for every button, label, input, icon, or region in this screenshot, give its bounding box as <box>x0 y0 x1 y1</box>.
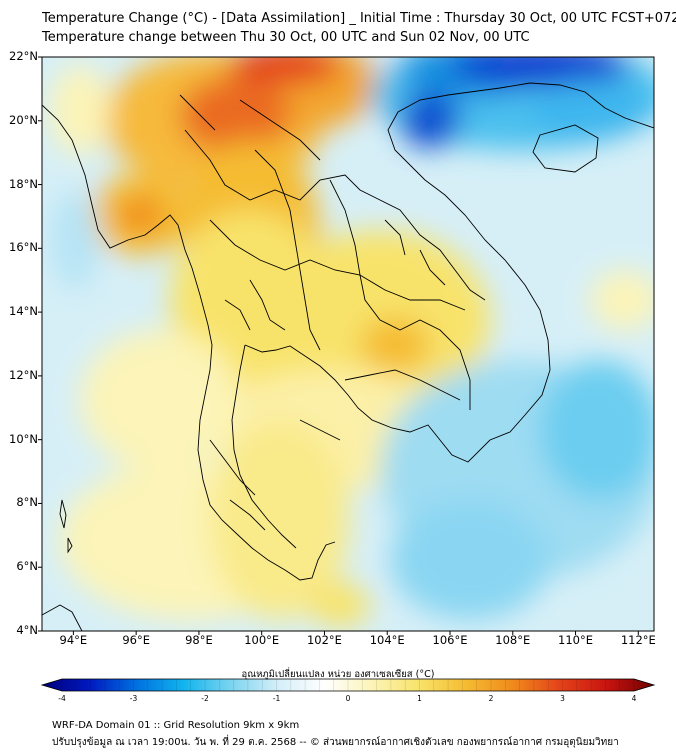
map-frame <box>41 56 655 632</box>
colorbar <box>40 678 656 692</box>
chart-title: Temperature Change (°C) - [Data Assimila… <box>42 11 676 26</box>
lat-label: 22°N <box>9 49 38 63</box>
lat-label: 6°N <box>16 559 38 574</box>
lat-label: 8°N <box>16 495 38 510</box>
colorbar-tick-label: 1 <box>417 694 422 703</box>
colorbar-tick-label: -4 <box>58 694 66 703</box>
lon-label: 110°E <box>558 633 594 647</box>
lon-label: 108°E <box>495 633 531 647</box>
lat-label: 12°N <box>9 367 38 382</box>
lon-label: 94°E <box>59 633 88 647</box>
lon-label: 112°E <box>620 633 656 647</box>
footer-model-info: WRF-DA Domain 01 :: Grid Resolution 9km … <box>52 720 300 731</box>
colorbar-tick-label: 0 <box>345 694 351 703</box>
coastlines-borders <box>42 82 654 631</box>
colorbar-tick-label: -2 <box>201 694 209 703</box>
colorbar-tick-label: -3 <box>129 694 138 703</box>
lat-label: 18°N <box>9 176 38 191</box>
lat-label: 16°N <box>9 240 38 255</box>
lon-label: 102°E <box>306 633 342 647</box>
lon-label: 96°E <box>122 633 150 647</box>
chart-subtitle: Temperature change between Thu 30 Oct, 0… <box>42 30 530 45</box>
temperature-field <box>42 57 654 631</box>
colorbar-tick-label: -1 <box>272 694 281 703</box>
lat-label: 4°N <box>16 623 38 637</box>
colorbar-scale <box>40 678 656 692</box>
colorbar-tick-label: 2 <box>488 694 494 703</box>
colorbar-tick-label: 4 <box>631 694 637 703</box>
lon-label: 106°E <box>432 633 468 647</box>
lon-label: 100°E <box>244 633 280 647</box>
colorbar-label: อุณหภูมิเปลี่ยนแปลง หน่วย องศาเซลเซียส (… <box>241 669 435 680</box>
lon-label: 98°E <box>185 633 213 647</box>
axis-ticks <box>38 56 639 635</box>
lat-label: 10°N <box>9 431 38 446</box>
colorbar-tick-label: 3 <box>560 694 565 703</box>
lat-label: 14°N <box>9 304 38 319</box>
lon-label: 104°E <box>369 633 405 647</box>
lat-label: 20°N <box>9 112 38 127</box>
footer-credit: ปรับปรุงข้อมูล ณ เวลา 19:00น. วัน พ. ที่… <box>52 737 619 748</box>
